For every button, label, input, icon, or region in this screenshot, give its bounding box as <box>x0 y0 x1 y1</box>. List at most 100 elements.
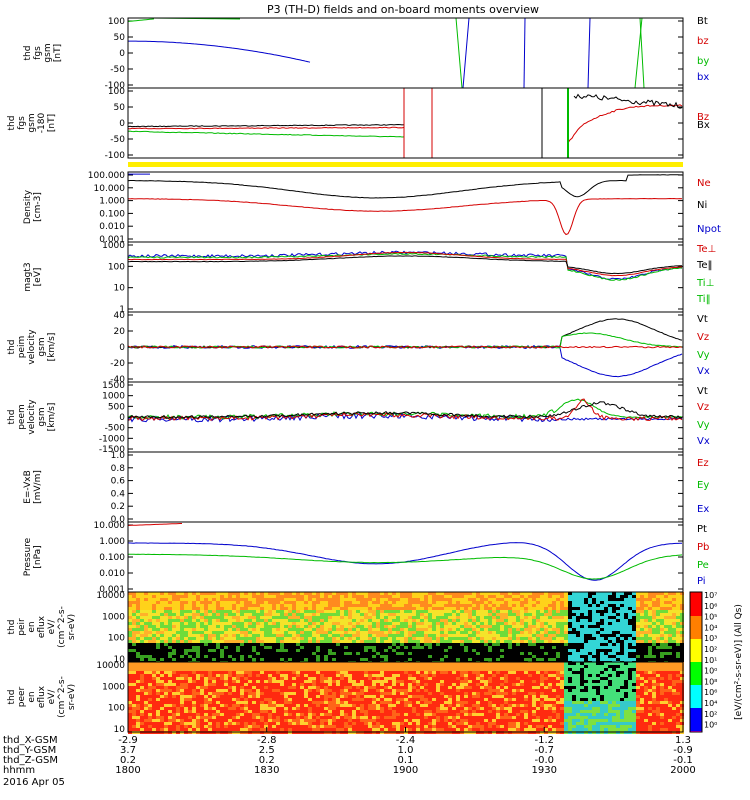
spectro-cell <box>224 628 228 631</box>
spectro-cell <box>560 610 564 613</box>
spectro-cell <box>472 613 476 616</box>
spectro-cell <box>356 710 360 713</box>
spectro-cell <box>448 613 452 616</box>
spectro-cell <box>292 683 296 686</box>
series-pi <box>127 542 682 581</box>
spectro-cell <box>584 628 588 631</box>
spectro-cell <box>472 631 476 634</box>
spectro-cell <box>576 595 580 598</box>
spectro-cell <box>128 668 132 671</box>
spectro-cell <box>192 598 196 601</box>
spectro-cell <box>632 604 636 607</box>
legend-pt: Pt <box>697 524 707 535</box>
spectro-cell <box>140 686 144 689</box>
spectro-cell <box>308 652 312 655</box>
ytick-label: 0 <box>119 49 125 59</box>
spectro-cell <box>356 728 360 731</box>
spectro-cell <box>360 616 364 619</box>
spectro-cell <box>304 658 308 661</box>
spectro-cell <box>392 622 396 625</box>
spectro-cell <box>536 655 540 658</box>
spectro-cell <box>536 622 540 625</box>
spectro-cell <box>352 640 356 643</box>
spectro-cell <box>164 722 168 725</box>
spectro-cell <box>208 710 212 713</box>
spectro-cell <box>632 619 636 622</box>
spectro-cell <box>212 695 216 698</box>
spectro-cell <box>308 695 312 698</box>
spectro-cell <box>160 628 164 631</box>
spectro-cell <box>324 652 328 655</box>
spectro-cell <box>164 607 168 610</box>
spectro-cell <box>172 701 176 704</box>
ytick-label: 0.001 <box>99 585 125 595</box>
spectro-cell <box>380 604 384 607</box>
ytick-label: 100 <box>108 87 125 97</box>
spectro-cell <box>264 646 268 649</box>
spectro-cell <box>356 634 360 637</box>
spectro-cell <box>240 616 244 619</box>
spectro-cell <box>144 601 148 604</box>
spectro-cell <box>152 680 156 683</box>
spectro-cell <box>556 631 560 634</box>
spectro-cell <box>348 640 352 643</box>
spectro-cell <box>228 662 232 665</box>
spectro-cell <box>556 601 560 604</box>
spectro-cell <box>376 658 380 661</box>
spectro-cell <box>592 649 596 652</box>
spectro-cell <box>220 595 224 598</box>
spectro-cell <box>320 595 324 598</box>
spectro-cell <box>416 592 420 595</box>
spectro-cell <box>356 649 360 652</box>
spectro-cell <box>180 628 184 631</box>
spectro-cell <box>352 689 356 692</box>
spectro-cell <box>156 686 160 689</box>
spectro-cell <box>184 655 188 658</box>
spectro-cell <box>296 640 300 643</box>
spectro-cell <box>152 716 156 719</box>
spectro-cell <box>288 680 292 683</box>
spectro-cell <box>304 689 308 692</box>
spectro-cell <box>576 607 580 610</box>
spectro-cell <box>440 649 444 652</box>
spectro-cell <box>452 628 456 631</box>
spectro-cell <box>236 640 240 643</box>
spectro-cell <box>380 601 384 604</box>
spectro-cell <box>464 610 468 613</box>
spectro-cell <box>468 652 472 655</box>
spectro-cell <box>184 662 188 665</box>
spectro-cell <box>668 607 672 610</box>
spectro-cell <box>248 652 252 655</box>
spectro-cell <box>216 662 220 665</box>
spectro-cell <box>500 601 504 604</box>
spectro-cell <box>144 689 148 692</box>
spectro-cell <box>276 652 280 655</box>
spectro-cell <box>256 610 260 613</box>
spectro-cell <box>232 680 236 683</box>
spectro-cell <box>180 686 184 689</box>
spectro-cell <box>352 674 356 677</box>
spectro-cell <box>132 658 136 661</box>
spectro-cell <box>308 707 312 710</box>
spectro-cell <box>344 677 348 680</box>
spectro-cell <box>152 592 156 595</box>
spectro-cell <box>668 616 672 619</box>
spectro-cell <box>548 592 552 595</box>
spectro-cell <box>212 680 216 683</box>
spectro-cell <box>196 686 200 689</box>
spectro-cell <box>444 655 448 658</box>
spectro-cell <box>240 604 244 607</box>
spectro-cell <box>208 719 212 722</box>
spectro-cell <box>156 683 160 686</box>
spectro-cell <box>292 658 296 661</box>
spectro-cell <box>504 634 508 637</box>
spectro-cell <box>392 649 396 652</box>
spectro-cell <box>652 628 656 631</box>
spectro-cell <box>204 668 208 671</box>
spectro-cell <box>520 652 524 655</box>
spectro-cell <box>184 701 188 704</box>
spectro-cell <box>468 631 472 634</box>
spectro-cell <box>320 689 324 692</box>
spectro-cell <box>524 610 528 613</box>
spectro-cell <box>168 713 172 716</box>
